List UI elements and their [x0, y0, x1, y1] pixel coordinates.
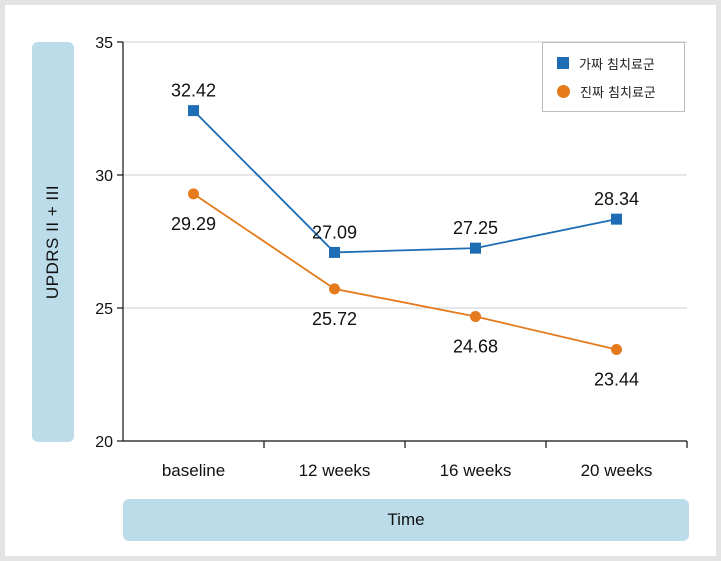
data-point-square	[470, 242, 481, 254]
legend-item-sham: 가짜 침치료군	[557, 53, 655, 73]
legend-item-real: 진짜 침치료군	[557, 81, 656, 101]
legend-label: 진짜 침치료군	[580, 85, 656, 101]
y-tick-label: 25	[95, 301, 113, 318]
circle-marker-icon	[557, 84, 570, 98]
y-tick-label: 20	[95, 434, 113, 451]
y-tick-label: 30	[95, 168, 113, 185]
series-markers	[188, 105, 622, 355]
data-point-square	[611, 213, 622, 225]
data-label: 27.09	[312, 222, 357, 242]
data-point-circle	[611, 343, 622, 355]
axes: 20 25 30 35 baseline 12 weeks 16 weeks 20 weeks	[95, 35, 688, 480]
data-label: 29.29	[171, 214, 216, 234]
data-point-square	[188, 105, 199, 117]
data-label: 27.25	[453, 218, 498, 238]
data-label: 28.34	[594, 189, 639, 209]
data-point-circle	[329, 283, 340, 295]
legend-label: 가짜 침치료군	[579, 57, 655, 73]
series-lines	[192, 109, 617, 351]
data-label: 23.44	[594, 369, 639, 389]
data-point-circle	[470, 311, 481, 323]
series-line	[192, 109, 617, 254]
x-tick-label: 20 weeks	[581, 461, 653, 480]
data-label: 25.72	[312, 309, 357, 329]
data-point-circle	[188, 188, 199, 200]
x-axis-label: Time	[387, 510, 425, 529]
data-labels: 32.42 27.09 27.25 28.34 29.29 25.72 24.68 23.44	[171, 81, 639, 390]
x-tick-label: 12 weeks	[299, 461, 371, 480]
x-axis-label-box	[123, 499, 689, 541]
data-label: 32.42	[171, 81, 216, 101]
x-tick-label: baseline	[162, 461, 225, 480]
series-line	[192, 193, 617, 351]
square-marker-icon	[557, 57, 569, 69]
legend: 가짜 침치료군 진짜 침치료군	[542, 42, 685, 112]
x-tick-label: 16 weeks	[440, 461, 512, 480]
y-tick-label: 35	[95, 35, 113, 52]
data-label: 24.68	[453, 337, 498, 357]
y-axis-label-box	[32, 42, 74, 442]
data-point-square	[329, 246, 340, 258]
